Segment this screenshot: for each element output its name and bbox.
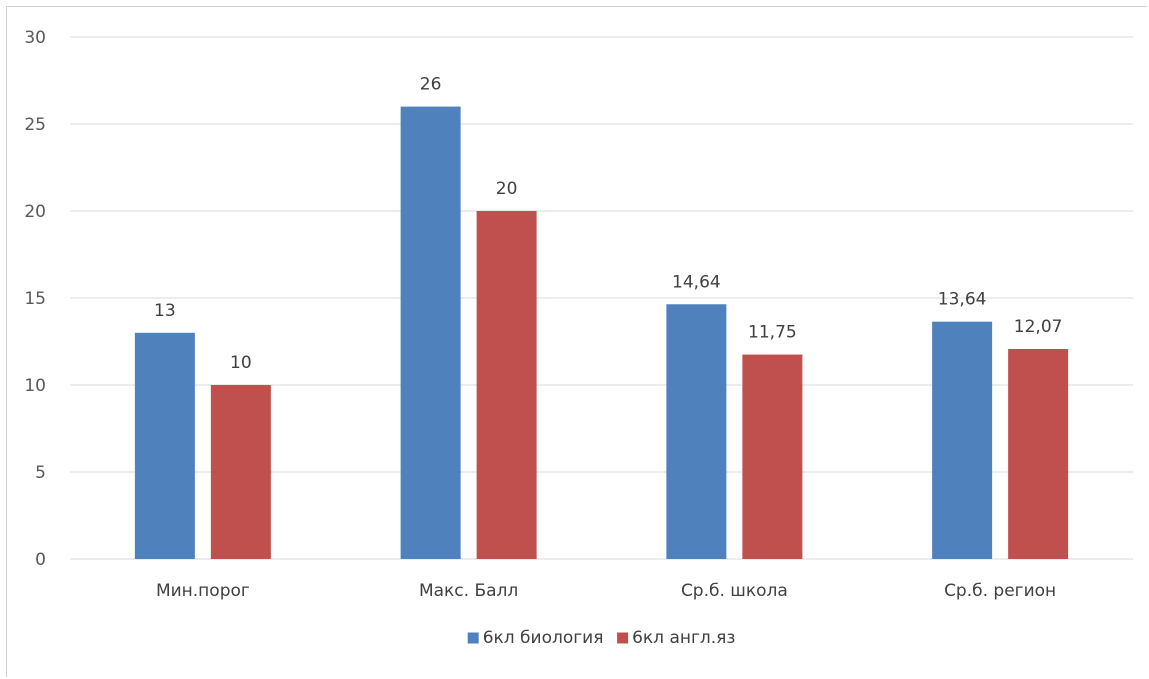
data-label: 13 [154, 301, 176, 321]
bar-biology-2 [666, 304, 727, 559]
data-label: 26 [420, 75, 442, 95]
bar-english-0 [210, 385, 271, 559]
legend: 6кл биология 6кл англ.яз [467, 628, 735, 648]
category-label: Мин.порог [156, 581, 250, 601]
category-label: Макс. Балл [419, 581, 518, 601]
bar-biology-1 [400, 106, 461, 559]
bar-biology-3 [932, 321, 993, 559]
y-tick-label: 25 [24, 115, 46, 135]
bar-biology-0 [134, 332, 195, 559]
category-label: Ср.б. регион [944, 581, 1056, 601]
y-axis-ticks: 0 5 10 15 20 25 30 [24, 28, 46, 570]
x-axis-categories: Мин.порог Макс. Балл Ср.б. школа Ср.б. реги… [156, 581, 1056, 601]
legend-label: 6кл биология [483, 628, 604, 648]
y-tick-label: 20 [24, 202, 46, 222]
bars [134, 106, 1069, 559]
legend-swatch [467, 632, 479, 644]
data-label: 12,07 [1014, 317, 1063, 337]
data-label: 10 [230, 353, 252, 373]
y-tick-label: 5 [35, 463, 46, 483]
data-label: 14,64 [672, 272, 721, 292]
y-tick-label: 0 [35, 550, 46, 570]
data-label: 13,64 [938, 290, 987, 310]
category-label: Ср.б. школа [681, 581, 788, 601]
data-label: 11,75 [748, 323, 797, 343]
legend-label: 6кл англ.яз [632, 628, 735, 648]
y-tick-label: 15 [24, 289, 46, 309]
y-tick-label: 10 [24, 376, 46, 396]
bar-english-2 [742, 354, 803, 559]
bar-english-1 [476, 211, 537, 559]
legend-swatch [617, 632, 629, 644]
bar-english-3 [1008, 348, 1069, 559]
data-label: 20 [496, 179, 518, 199]
y-tick-label: 30 [24, 28, 46, 48]
data-labels: 13 10 26 20 14,64 11,75 13,64 12,07 [154, 75, 1062, 373]
